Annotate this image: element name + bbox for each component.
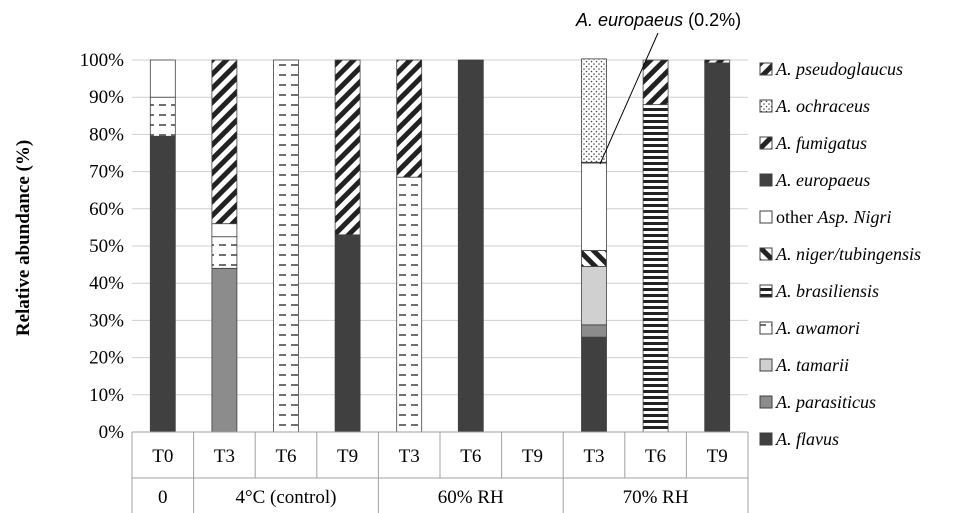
bar-segment xyxy=(211,267,238,433)
bar-segment xyxy=(334,59,361,236)
group-label: 4°C (control) xyxy=(236,487,337,508)
y-axis-title: Relative abundance (%) xyxy=(13,140,34,336)
x-tick-label: T3 xyxy=(399,446,420,467)
x-tick-label: T0 xyxy=(152,446,173,467)
legend-swatch xyxy=(759,210,773,224)
legend-label: A. flavus xyxy=(775,429,839,449)
annotation: A. europaeus (0.2%) xyxy=(575,10,741,165)
bar-segment xyxy=(211,223,238,238)
legend-label: A. awamori xyxy=(775,318,860,338)
annotation-leader-line xyxy=(599,32,659,165)
bar-segment xyxy=(149,135,176,433)
bar-segment xyxy=(642,104,669,433)
legend-swatch xyxy=(759,62,773,76)
bar-segment xyxy=(581,58,607,163)
y-tick-label: 70% xyxy=(89,162,124,183)
bar-segment xyxy=(581,336,607,433)
bar-segment xyxy=(149,59,176,98)
legend-swatch xyxy=(759,99,773,113)
bar-segment xyxy=(581,162,607,251)
legend-swatch xyxy=(759,395,773,409)
x-tick-label: T9 xyxy=(337,446,358,467)
bar-segment xyxy=(334,234,361,433)
group-label: 70% RH xyxy=(623,487,689,508)
group-label: 0 xyxy=(158,487,168,508)
legend-label: A. ochraceus xyxy=(775,96,870,116)
legend-label: A. fumigatus xyxy=(775,133,867,153)
legend-entry: A. brasiliensis xyxy=(759,281,879,301)
group-label: 60% RH xyxy=(438,487,504,508)
y-tick-label: 90% xyxy=(89,87,124,108)
legend-swatch xyxy=(759,284,773,298)
legend-entry: A. europaeus xyxy=(759,170,870,190)
y-tick-label: 20% xyxy=(89,348,124,369)
y-axis-ticks: 0% 10% 20% 30% 40% 50% 60% 70% 80% 90% 100% xyxy=(80,50,125,443)
legend-swatch xyxy=(759,321,773,335)
legend-label: A. brasiliensis xyxy=(775,281,879,301)
legend-swatch xyxy=(759,136,773,150)
legend-entry: A. pseudoglaucus xyxy=(759,59,903,79)
bar-segment xyxy=(273,59,299,433)
legend-swatch xyxy=(759,173,773,187)
legend-label: A. tamarii xyxy=(775,355,849,375)
x-tick-label: T6 xyxy=(645,446,666,467)
annotation-value: (0.2%) xyxy=(683,10,741,30)
bar-segment xyxy=(457,59,484,433)
legend-entry: A. flavus xyxy=(759,429,839,449)
bar-segment xyxy=(642,59,669,106)
bar-segment xyxy=(396,59,423,178)
legend-label: A. pseudoglaucus xyxy=(775,59,903,79)
legend-label: A. niger/tubingensis xyxy=(775,244,921,264)
legend: A. pseudoglaucus A. ochraceus A. fumigatus… xyxy=(759,59,921,449)
legend-entry: A. awamori xyxy=(759,318,860,338)
y-tick-label: 60% xyxy=(89,199,124,220)
y-tick-label: 0% xyxy=(99,422,125,443)
legend-swatch xyxy=(759,432,773,446)
bar-segment xyxy=(149,96,176,137)
y-tick-label: 50% xyxy=(89,236,124,257)
legend-entry: A. ochraceus xyxy=(759,96,870,116)
y-tick-label: 40% xyxy=(89,273,124,294)
x-tick-label: T6 xyxy=(275,446,296,467)
bar-segment xyxy=(581,324,607,338)
legend-entry: A. fumigatus xyxy=(759,133,867,153)
x-tick-label: T3 xyxy=(214,446,235,467)
bar-segment xyxy=(211,59,238,225)
legend-entry: A. niger/tubingensis xyxy=(759,244,921,264)
bar-segment xyxy=(396,176,423,433)
legend-label: other Asp. Nigri xyxy=(776,207,892,227)
y-tick-label: 80% xyxy=(89,124,124,145)
bar-segment xyxy=(581,250,607,267)
y-tick-label: 100% xyxy=(80,50,125,71)
legend-swatch xyxy=(759,247,773,261)
legend-label: A. europaeus xyxy=(775,170,870,190)
legend-swatch xyxy=(759,358,773,372)
x-tick-label: T9 xyxy=(707,446,728,467)
annotation-label: A. europaeus (0.2%) xyxy=(575,10,741,30)
x-axis: T0 T3 T6 T9 T3 T6 T9 T3 T6 T9 0 4°C (control) 60% RH… xyxy=(131,431,749,513)
legend-entry: A. parasiticus xyxy=(759,392,876,412)
bars xyxy=(149,58,731,433)
annotation-species: A. europaeus xyxy=(575,10,683,30)
legend-entry: other Asp. Nigri xyxy=(759,207,892,227)
bar-segment xyxy=(704,59,731,64)
legend-label: A. parasiticus xyxy=(775,392,876,412)
x-tick-label: T3 xyxy=(583,446,604,467)
y-tick-label: 30% xyxy=(89,310,124,331)
x-tick-label: T9 xyxy=(522,446,543,467)
y-tick-label: 10% xyxy=(89,385,124,406)
bar-segment xyxy=(211,236,238,269)
legend-entry: A. tamarii xyxy=(759,355,849,375)
bar-segment xyxy=(704,62,731,433)
x-tick-label: T6 xyxy=(460,446,481,467)
bar-segment xyxy=(581,266,607,326)
